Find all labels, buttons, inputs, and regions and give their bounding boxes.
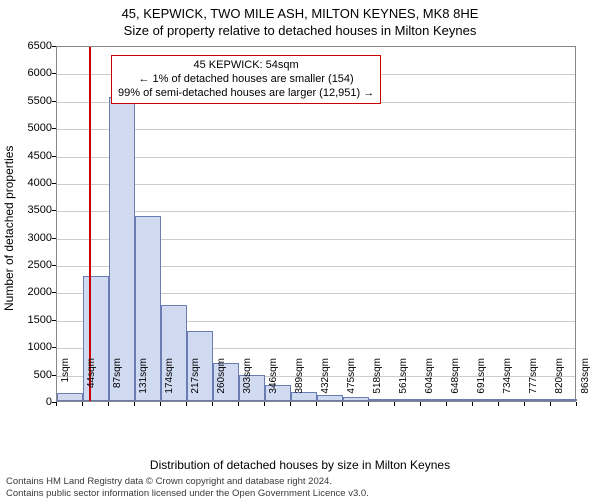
- xtick-mark: [238, 402, 239, 406]
- xtick-mark: [160, 402, 161, 406]
- ytick-label: 2500: [12, 259, 52, 271]
- ytick-label: 6500: [12, 40, 52, 52]
- xtick-label: 131sqm: [138, 358, 149, 406]
- annotation-box: 45 KEPWICK: 54sqm← 1% of detached houses…: [111, 55, 381, 104]
- xtick-label: 561sqm: [398, 358, 409, 406]
- xtick-label: 217sqm: [190, 358, 201, 406]
- ytick-label: 1500: [12, 314, 52, 326]
- xtick-mark: [368, 402, 369, 406]
- ytick-mark: [52, 238, 56, 239]
- footer-line-1: Contains HM Land Registry data © Crown c…: [6, 476, 369, 487]
- ytick-mark: [52, 265, 56, 266]
- chart-title: 45, KEPWICK, TWO MILE ASH, MILTON KEYNES…: [0, 0, 600, 21]
- ytick-label: 4000: [12, 177, 52, 189]
- ytick-mark: [52, 210, 56, 211]
- xtick-mark: [420, 402, 421, 406]
- ytick-mark: [52, 375, 56, 376]
- xtick-mark: [550, 402, 551, 406]
- xtick-label: 87sqm: [112, 358, 123, 406]
- ytick-mark: [52, 292, 56, 293]
- property-marker-line: [89, 47, 91, 401]
- xtick-label: 691sqm: [476, 358, 487, 406]
- xtick-mark: [134, 402, 135, 406]
- footer-attribution: Contains HM Land Registry data © Crown c…: [6, 476, 369, 499]
- chart-subtitle: Size of property relative to detached ho…: [0, 21, 600, 38]
- xtick-label: 44sqm: [86, 358, 97, 406]
- annotation-line: 99% of semi-detached houses are larger (…: [118, 87, 374, 101]
- xtick-mark: [56, 402, 57, 406]
- xtick-label: 518sqm: [372, 358, 383, 406]
- plot-area: 45 KEPWICK: 54sqm← 1% of detached houses…: [56, 46, 576, 402]
- ytick-label: 3000: [12, 232, 52, 244]
- xtick-label: 303sqm: [242, 358, 253, 406]
- xtick-mark: [108, 402, 109, 406]
- ytick-mark: [52, 101, 56, 102]
- ytick-mark: [52, 156, 56, 157]
- ytick-label: 0: [12, 396, 52, 408]
- xtick-label: 389sqm: [294, 358, 305, 406]
- histogram-bar: [109, 97, 134, 401]
- xtick-mark: [212, 402, 213, 406]
- xtick-label: 604sqm: [424, 358, 435, 406]
- ytick-label: 5500: [12, 95, 52, 107]
- annotation-line: ← 1% of detached houses are smaller (154…: [118, 73, 374, 87]
- xtick-label: 475sqm: [346, 358, 357, 406]
- xtick-label: 432sqm: [320, 358, 331, 406]
- xtick-label: 820sqm: [554, 358, 565, 406]
- xtick-label: 777sqm: [528, 358, 539, 406]
- ytick-label: 1000: [12, 341, 52, 353]
- xtick-mark: [472, 402, 473, 406]
- footer-line-2: Contains public sector information licen…: [6, 488, 369, 499]
- annotation-line: 45 KEPWICK: 54sqm: [118, 59, 374, 73]
- xtick-label: 648sqm: [450, 358, 461, 406]
- ytick-label: 5000: [12, 122, 52, 134]
- xtick-label: 734sqm: [502, 358, 513, 406]
- xtick-label: 346sqm: [268, 358, 279, 406]
- xtick-mark: [82, 402, 83, 406]
- xtick-mark: [316, 402, 317, 406]
- xtick-mark: [446, 402, 447, 406]
- ytick-mark: [52, 46, 56, 47]
- xtick-mark: [524, 402, 525, 406]
- xtick-mark: [342, 402, 343, 406]
- ytick-mark: [52, 128, 56, 129]
- xtick-label: 174sqm: [164, 358, 175, 406]
- xtick-mark: [498, 402, 499, 406]
- xtick-mark: [264, 402, 265, 406]
- xtick-mark: [576, 402, 577, 406]
- ytick-mark: [52, 320, 56, 321]
- xtick-mark: [394, 402, 395, 406]
- xtick-label: 863sqm: [580, 358, 591, 406]
- x-axis-label: Distribution of detached houses by size …: [0, 458, 600, 472]
- ytick-label: 3500: [12, 204, 52, 216]
- xtick-mark: [186, 402, 187, 406]
- ytick-label: 6000: [12, 67, 52, 79]
- ytick-mark: [52, 347, 56, 348]
- ytick-label: 4500: [12, 150, 52, 162]
- ytick-mark: [52, 73, 56, 74]
- xtick-mark: [290, 402, 291, 406]
- ytick-label: 2000: [12, 286, 52, 298]
- xtick-label: 260sqm: [216, 358, 227, 406]
- xtick-label: 1sqm: [60, 358, 71, 406]
- ytick-label: 500: [12, 369, 52, 381]
- ytick-mark: [52, 183, 56, 184]
